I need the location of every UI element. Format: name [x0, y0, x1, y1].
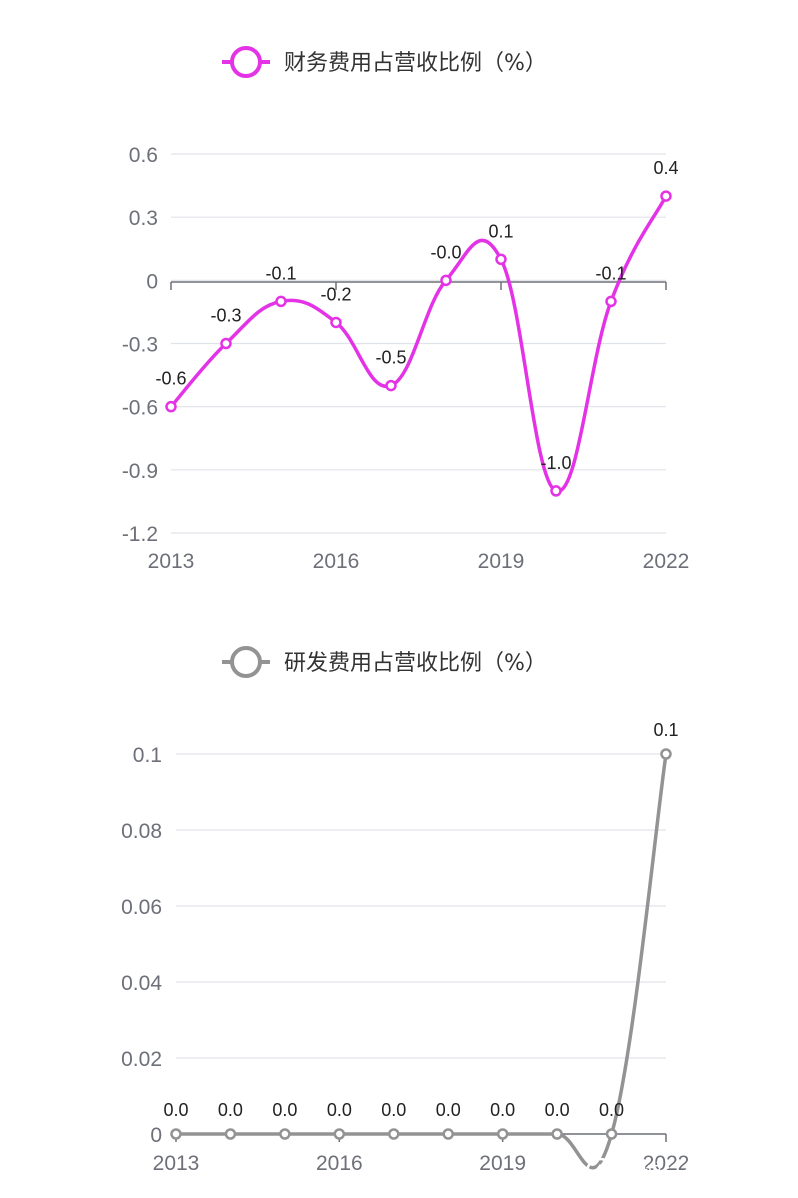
data-label: -0.5 [375, 348, 406, 368]
data-label: -0.2 [320, 284, 351, 304]
y-tick-label: -0.3 [122, 334, 158, 357]
x-tick-label: 2019 [478, 550, 525, 573]
y-tick-label: -1.2 [122, 523, 158, 546]
x-tick-labels: 2013 2016 2019 2022 [148, 550, 690, 573]
snowball-logo-icon [585, 1157, 615, 1187]
x-tick-label: 2022 [643, 550, 690, 573]
data-label: 0.0 [272, 1100, 297, 1120]
y-tick-label: -0.6 [122, 397, 158, 420]
data-point[interactable] [330, 316, 342, 329]
y-tick-label: 0.08 [121, 820, 162, 843]
y-tick-label: 0 [150, 1124, 162, 1147]
x-tick-label: 2013 [153, 1152, 200, 1175]
y-tick-label: -0.9 [122, 460, 158, 483]
watermark-text: 雪球：价投问道 [618, 1161, 772, 1186]
data-label: 0.4 [653, 158, 678, 178]
y-tick-label: 0.02 [121, 1048, 162, 1071]
data-point[interactable] [279, 1128, 291, 1140]
data-label: 0.0 [163, 1100, 188, 1120]
data-label: 0.0 [218, 1100, 243, 1120]
data-label: 0.0 [436, 1100, 461, 1120]
legend[interactable]: 财务费用占营收比例（%） [222, 46, 547, 78]
data-label: 0.0 [599, 1100, 624, 1120]
series-line [176, 753, 668, 1170]
data-point[interactable] [170, 1128, 182, 1140]
x-tick-label: 2022 [643, 1152, 690, 1175]
y-tick-label: 0.04 [121, 972, 162, 995]
y-tick-label: 0.3 [129, 207, 158, 230]
data-point[interactable] [495, 253, 507, 266]
finance-expense-chart: 财务费用占营收比例（%） 0.6 0.3 0 -0.3 -0.6 -0.9 -1.2 201… [122, 46, 690, 573]
legend-circle-icon [230, 646, 262, 678]
legend-label: 财务费用占营收比例（%） [284, 51, 547, 76]
y-tick-label: 0 [146, 270, 158, 293]
x-axis [170, 281, 667, 290]
legend-label: 研发费用占营收比例（%） [284, 651, 547, 676]
x-tick-label: 2019 [479, 1152, 526, 1175]
x-tick-label: 2016 [316, 1152, 363, 1175]
data-point[interactable] [550, 485, 562, 497]
data-labels: 0.0 0.0 0.0 0.0 0.0 0.0 0.0 0.0 0.0 0.1 [163, 720, 678, 1120]
x-tick-label: 2016 [313, 550, 360, 573]
y-gridlines [176, 753, 666, 1135]
y-tick-label: 0.6 [129, 144, 158, 167]
data-label: 0.1 [653, 720, 678, 740]
data-point[interactable] [224, 1128, 237, 1140]
data-label: 0.0 [327, 1100, 352, 1120]
data-point[interactable] [388, 1128, 400, 1140]
data-label: -0.1 [265, 263, 296, 283]
data-point[interactable] [496, 1128, 509, 1140]
data-point[interactable] [551, 1128, 563, 1140]
y-tick-label: 0.1 [133, 744, 162, 767]
data-point[interactable] [220, 337, 232, 350]
y-tick-labels: 0.1 0.08 0.06 0.04 0.02 0 [121, 744, 162, 1147]
legend[interactable]: 研发费用占营收比例（%） [222, 646, 547, 678]
data-label: -0.1 [595, 263, 626, 283]
watermark: 雪球：价投问道 [585, 1157, 772, 1187]
legend-circle-icon [230, 46, 262, 78]
data-point[interactable] [385, 379, 397, 392]
data-label: -0.6 [155, 369, 186, 389]
y-tick-labels: 0.6 0.3 0 -0.3 -0.6 -0.9 -1.2 [122, 144, 158, 546]
data-point[interactable] [333, 1128, 346, 1140]
data-points [170, 748, 672, 1140]
data-label: -0.3 [210, 306, 241, 326]
data-point[interactable] [660, 748, 672, 760]
data-point[interactable] [605, 295, 617, 308]
data-point[interactable] [442, 1128, 454, 1140]
data-point[interactable] [275, 295, 287, 308]
y-tick-label: 0.06 [121, 896, 162, 919]
data-points [165, 190, 672, 497]
data-label: 0.1 [488, 221, 513, 241]
x-tick-label: 2013 [148, 550, 195, 573]
data-labels: -0.6 -0.3 -0.1 -0.2 -0.5 -0.0 0.1 -1.0 -0.1 0.4 [155, 158, 678, 473]
data-label: 0.0 [545, 1100, 570, 1120]
data-point[interactable] [660, 190, 672, 202]
x-tick-labels: 2013 2016 2019 2022 [153, 1152, 690, 1175]
data-label: 0.0 [490, 1100, 515, 1120]
data-point[interactable] [605, 1128, 618, 1140]
data-label: -1.0 [540, 453, 571, 473]
rnd-expense-chart: 研发费用占营收比例（%） 0.10.080.060.040.020 2013 20… [121, 646, 690, 1175]
data-label: 0.0 [381, 1100, 406, 1120]
data-point[interactable] [165, 400, 177, 413]
data-label: -0.0 [430, 242, 461, 262]
data-point[interactable] [440, 274, 452, 287]
